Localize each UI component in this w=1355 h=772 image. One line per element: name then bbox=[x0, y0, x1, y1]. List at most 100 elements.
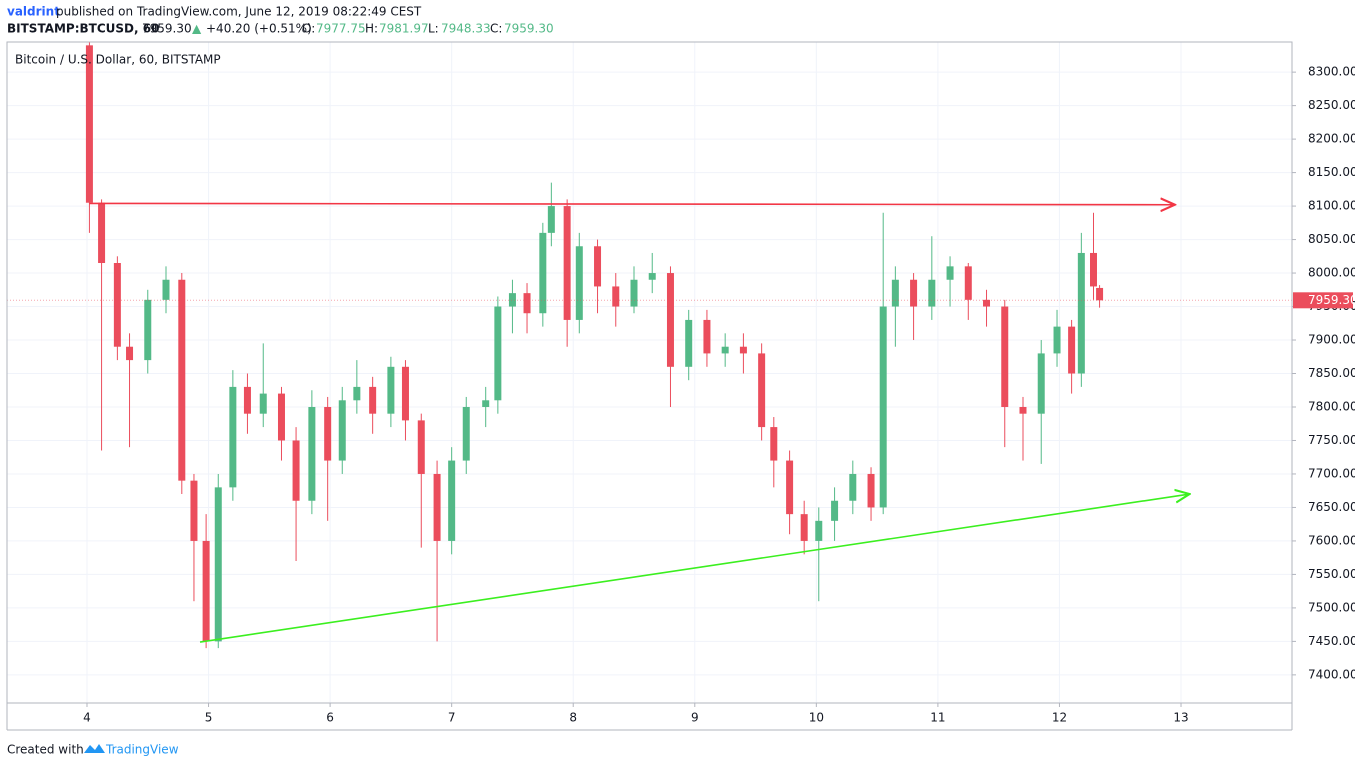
y-tick-label: 7800.00 bbox=[1308, 399, 1355, 413]
footer-text: Created with bbox=[7, 743, 84, 757]
y-tick-label: 7650.00 bbox=[1308, 500, 1355, 514]
y-tick-label: 8200.00 bbox=[1308, 132, 1355, 146]
y-tick-label: 7550.00 bbox=[1308, 567, 1355, 581]
candle-body bbox=[1068, 326, 1076, 374]
arrow: ▲ bbox=[192, 22, 202, 36]
x-tick-label: 12 bbox=[1052, 711, 1067, 725]
candle-body bbox=[508, 293, 516, 307]
x-tick-label: 5 bbox=[205, 711, 213, 725]
y-tick-label: 7750.00 bbox=[1308, 433, 1355, 447]
candle-body bbox=[1037, 353, 1045, 414]
candle-body bbox=[401, 366, 409, 421]
candle-body bbox=[214, 487, 222, 642]
published: published on TradingView.com, June 12, 2… bbox=[56, 5, 422, 19]
x-tick-label: 11 bbox=[930, 711, 945, 725]
x-tick-label: 13 bbox=[1173, 711, 1188, 725]
candle-body bbox=[308, 406, 316, 501]
candle-body bbox=[630, 279, 638, 307]
candle-body bbox=[202, 540, 210, 642]
price: 7959.30 bbox=[142, 22, 192, 36]
candle-body bbox=[1053, 326, 1061, 354]
candle-body bbox=[831, 500, 839, 521]
candle-body bbox=[243, 386, 251, 414]
y-tick-label: 7700.00 bbox=[1308, 466, 1355, 480]
candle-body bbox=[739, 346, 747, 354]
candle-body bbox=[685, 319, 693, 367]
o-value: 7977.75 bbox=[316, 22, 366, 36]
candle-body bbox=[547, 206, 555, 233]
y-tick-label: 7600.00 bbox=[1308, 533, 1355, 547]
candle-body bbox=[928, 279, 936, 307]
candle-body bbox=[324, 406, 332, 461]
candle-body bbox=[786, 460, 794, 515]
o-label: O: bbox=[302, 22, 315, 36]
candle-body bbox=[387, 366, 395, 414]
tv-logo bbox=[84, 744, 105, 753]
candle-body bbox=[1001, 306, 1009, 407]
candle-body bbox=[494, 306, 502, 401]
l-label: L: bbox=[428, 22, 439, 36]
candle-body bbox=[1089, 252, 1097, 287]
candle-body bbox=[891, 279, 899, 307]
candle-body bbox=[162, 279, 170, 300]
y-tick-label: 7400.00 bbox=[1308, 667, 1355, 681]
y-tick-label: 8000.00 bbox=[1308, 266, 1355, 280]
candle-body bbox=[575, 246, 583, 320]
candle-body bbox=[1019, 406, 1027, 414]
y-tick-label: 7450.00 bbox=[1308, 634, 1355, 648]
candle-body bbox=[563, 206, 571, 320]
candle-body bbox=[964, 266, 972, 300]
x-tick-label: 8 bbox=[569, 711, 577, 725]
candle-body bbox=[1096, 287, 1104, 301]
plot-area bbox=[7, 42, 1292, 703]
x-tick-label: 10 bbox=[809, 711, 824, 725]
candle-body bbox=[292, 440, 300, 501]
x-tick-label: 9 bbox=[691, 711, 699, 725]
last-price-tag bbox=[1293, 292, 1353, 309]
symbol: BITSTAMP:BTCUSD, 60 bbox=[7, 22, 159, 36]
candle-body bbox=[594, 246, 602, 287]
candle-body bbox=[648, 273, 656, 280]
candle-body bbox=[523, 293, 531, 314]
x-tick-label: 7 bbox=[448, 711, 456, 725]
candle-body bbox=[85, 45, 93, 203]
candle-body bbox=[259, 393, 267, 414]
candle-body bbox=[338, 400, 346, 461]
candle-body bbox=[800, 514, 808, 541]
candle-body bbox=[758, 353, 766, 428]
candle-body bbox=[229, 386, 237, 488]
candle-body bbox=[721, 346, 729, 354]
candle-body bbox=[417, 420, 425, 474]
candle-body bbox=[910, 279, 918, 307]
candle-body bbox=[144, 299, 152, 361]
candle-body bbox=[462, 406, 470, 461]
candle-body bbox=[612, 286, 620, 307]
y-tick-label: 8150.00 bbox=[1308, 165, 1355, 179]
candle-body bbox=[815, 520, 823, 541]
candle-body bbox=[353, 386, 361, 401]
candle-body bbox=[867, 473, 875, 508]
candle-body bbox=[849, 473, 857, 501]
author: valdrint bbox=[7, 5, 60, 19]
y-tick-label: 7850.00 bbox=[1308, 366, 1355, 380]
legend: Bitcoin / U.S. Dollar, 60, BITSTAMP bbox=[15, 53, 221, 67]
candle-body bbox=[1077, 252, 1085, 374]
candle-body bbox=[448, 460, 456, 541]
candle-body bbox=[190, 480, 198, 541]
h-value: 7981.97 bbox=[379, 22, 429, 36]
y-tick-label: 8050.00 bbox=[1308, 232, 1355, 246]
c-label: C: bbox=[490, 22, 502, 36]
candle-body bbox=[277, 393, 285, 441]
h-label: H: bbox=[365, 22, 378, 36]
candle-body bbox=[369, 386, 377, 414]
trend-line bbox=[199, 494, 1189, 643]
candle-body bbox=[178, 279, 186, 481]
y-tick-label: 8100.00 bbox=[1308, 199, 1355, 213]
y-tick-label: 8250.00 bbox=[1308, 98, 1355, 112]
footer-brand: TradingView bbox=[105, 743, 179, 757]
c-value: 7959.30 bbox=[504, 22, 554, 36]
y-tick-label: 7500.00 bbox=[1308, 600, 1355, 614]
trend-line bbox=[89, 203, 1175, 204]
